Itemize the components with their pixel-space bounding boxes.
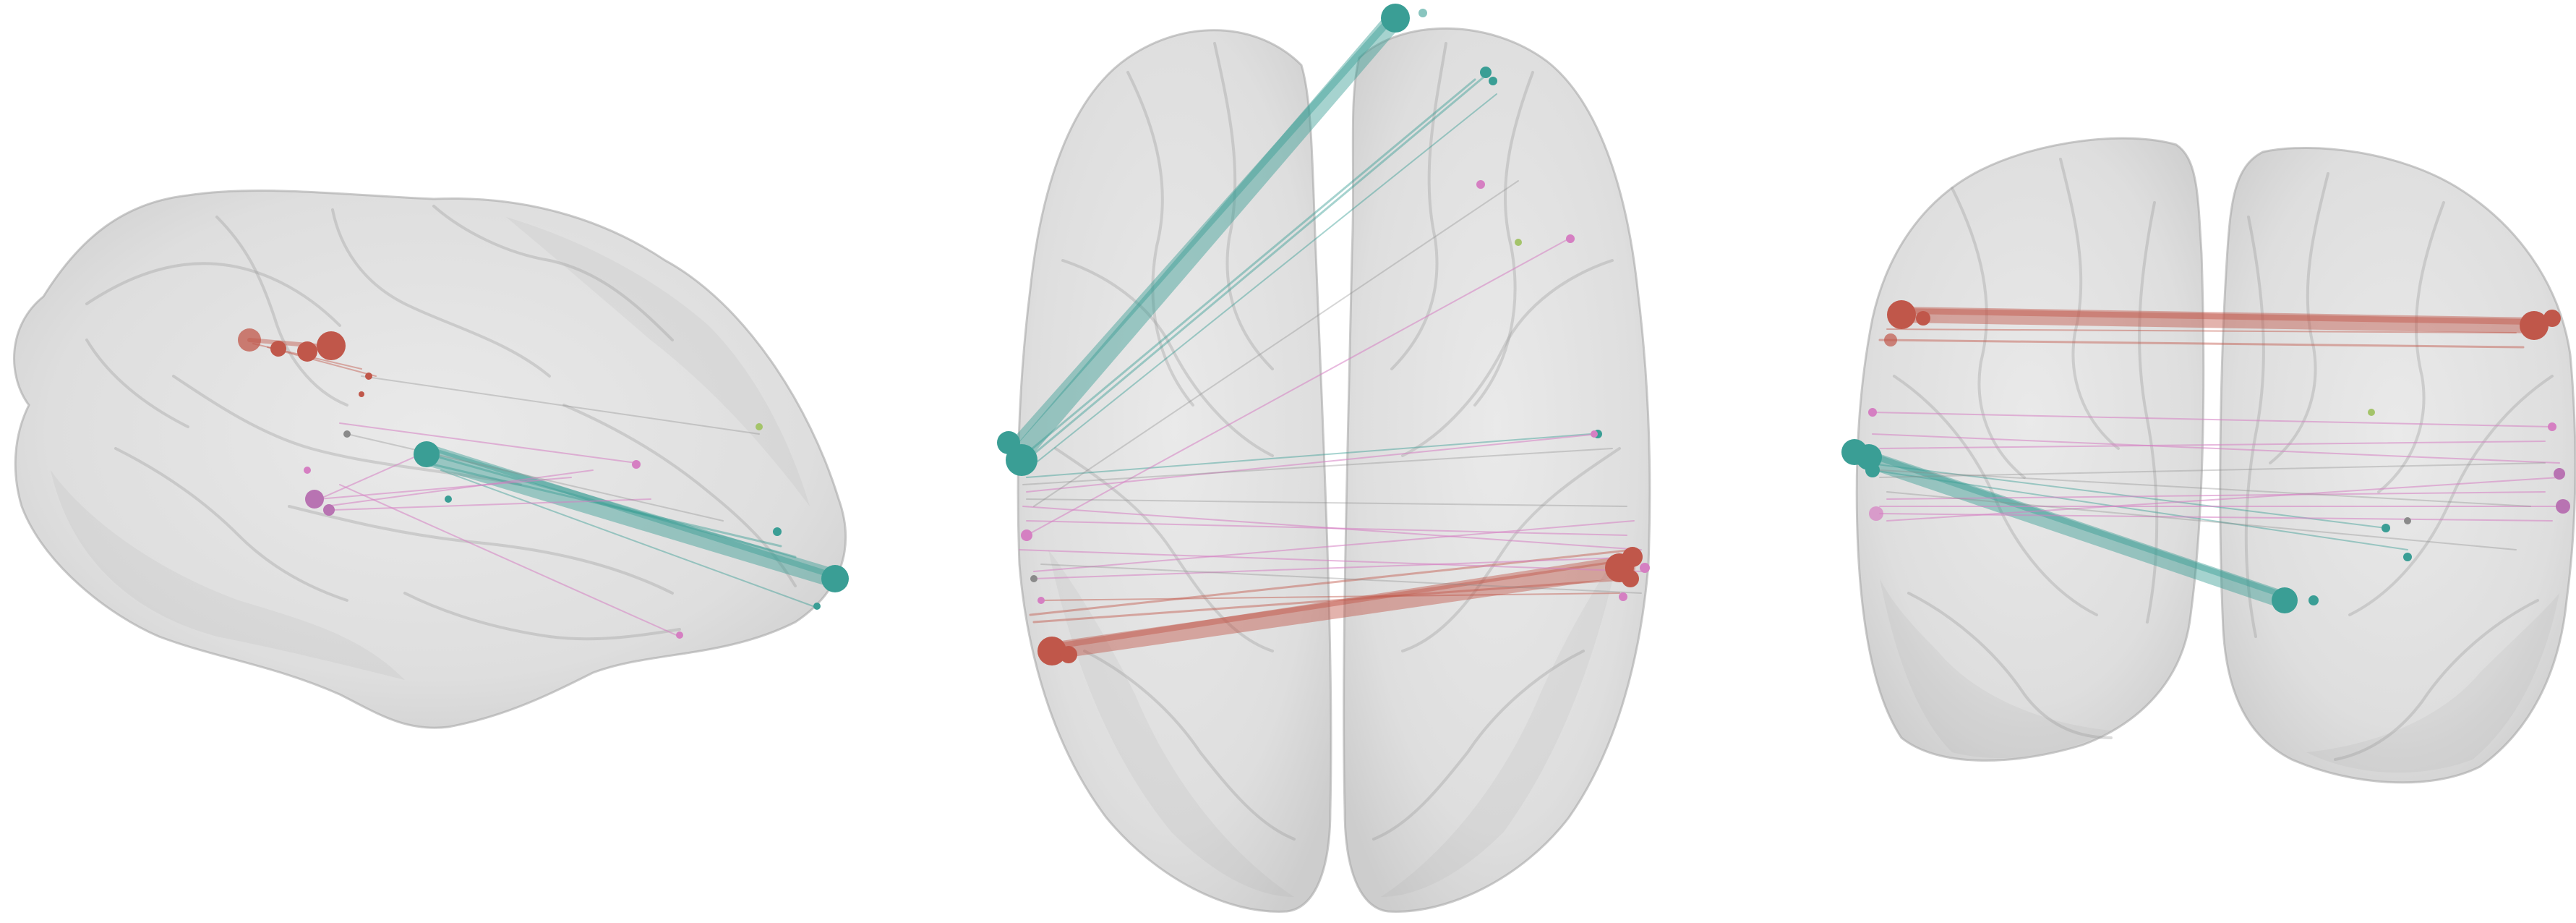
lateral-node (773, 527, 782, 536)
lateral-node (359, 391, 364, 397)
coronal-node (2543, 310, 2561, 327)
axial-node (1060, 646, 1077, 663)
axial-node (1622, 570, 1639, 587)
coronal-right-hemisphere (2219, 146, 2576, 784)
coronal-edges (1849, 307, 2560, 609)
axial-node (1006, 444, 1037, 476)
lateral-node (632, 460, 641, 469)
lateral-node (304, 467, 311, 474)
coronal-node (1869, 506, 1883, 521)
coronal-node (2382, 524, 2390, 532)
axial-node (1021, 529, 1032, 541)
coronal-node (1916, 311, 1930, 326)
lateral-node (813, 603, 821, 610)
coronal-node (2554, 468, 2565, 480)
axial-node (1622, 547, 1643, 567)
coronal-node (2403, 553, 2412, 561)
lateral-node (414, 441, 440, 467)
axial-nodes (997, 4, 1650, 665)
axial-node (1037, 597, 1045, 604)
axial-node (1418, 9, 1427, 17)
coronal-node (2272, 587, 2298, 613)
coronal-view (1841, 137, 2576, 784)
axial-view (997, 4, 1651, 913)
coronal-node (1868, 408, 1877, 417)
lateral-node (343, 430, 351, 438)
axial-node (1381, 4, 1410, 33)
axial-node (1476, 180, 1485, 189)
lateral-node (445, 495, 452, 503)
lateral-view (13, 190, 849, 729)
coronal-node (2368, 409, 2375, 416)
coronal-node (1887, 300, 1916, 329)
lateral-node (323, 504, 335, 516)
coronal-node (2556, 499, 2570, 514)
axial-node (1030, 575, 1037, 582)
coronal-node (2404, 517, 2411, 524)
coronal-left-hemisphere (1855, 137, 2205, 762)
lateral-node (756, 423, 763, 430)
axial-node (1619, 592, 1627, 601)
lateral-node (821, 565, 849, 592)
coronal-nodes (1841, 300, 2570, 613)
lateral-node (297, 341, 317, 362)
lateral-node (270, 341, 286, 357)
coronal-node (2308, 595, 2319, 605)
lateral-node (365, 373, 372, 380)
coronal-node (2520, 311, 2549, 340)
lateral-nodes (238, 328, 849, 639)
coronal-node (2548, 422, 2556, 431)
axial-node (1640, 563, 1650, 573)
axial-node (1515, 239, 1522, 246)
axial-left-hemisphere (1017, 29, 1332, 913)
axial-node (1489, 77, 1497, 85)
lateral-node (305, 490, 324, 509)
lateral-edges (247, 338, 844, 637)
lateral-node (676, 631, 683, 639)
axial-right-hemisphere (1343, 27, 1651, 913)
axial-node (1566, 234, 1575, 243)
axial-node (1591, 430, 1598, 438)
axial-node (1480, 67, 1492, 78)
lateral-node (238, 328, 261, 352)
coronal-node (1884, 333, 1897, 346)
lateral-node (317, 331, 346, 360)
axial-edges (1009, 9, 1642, 660)
coronal-node (1865, 463, 1880, 477)
axial-node (1037, 637, 1066, 665)
